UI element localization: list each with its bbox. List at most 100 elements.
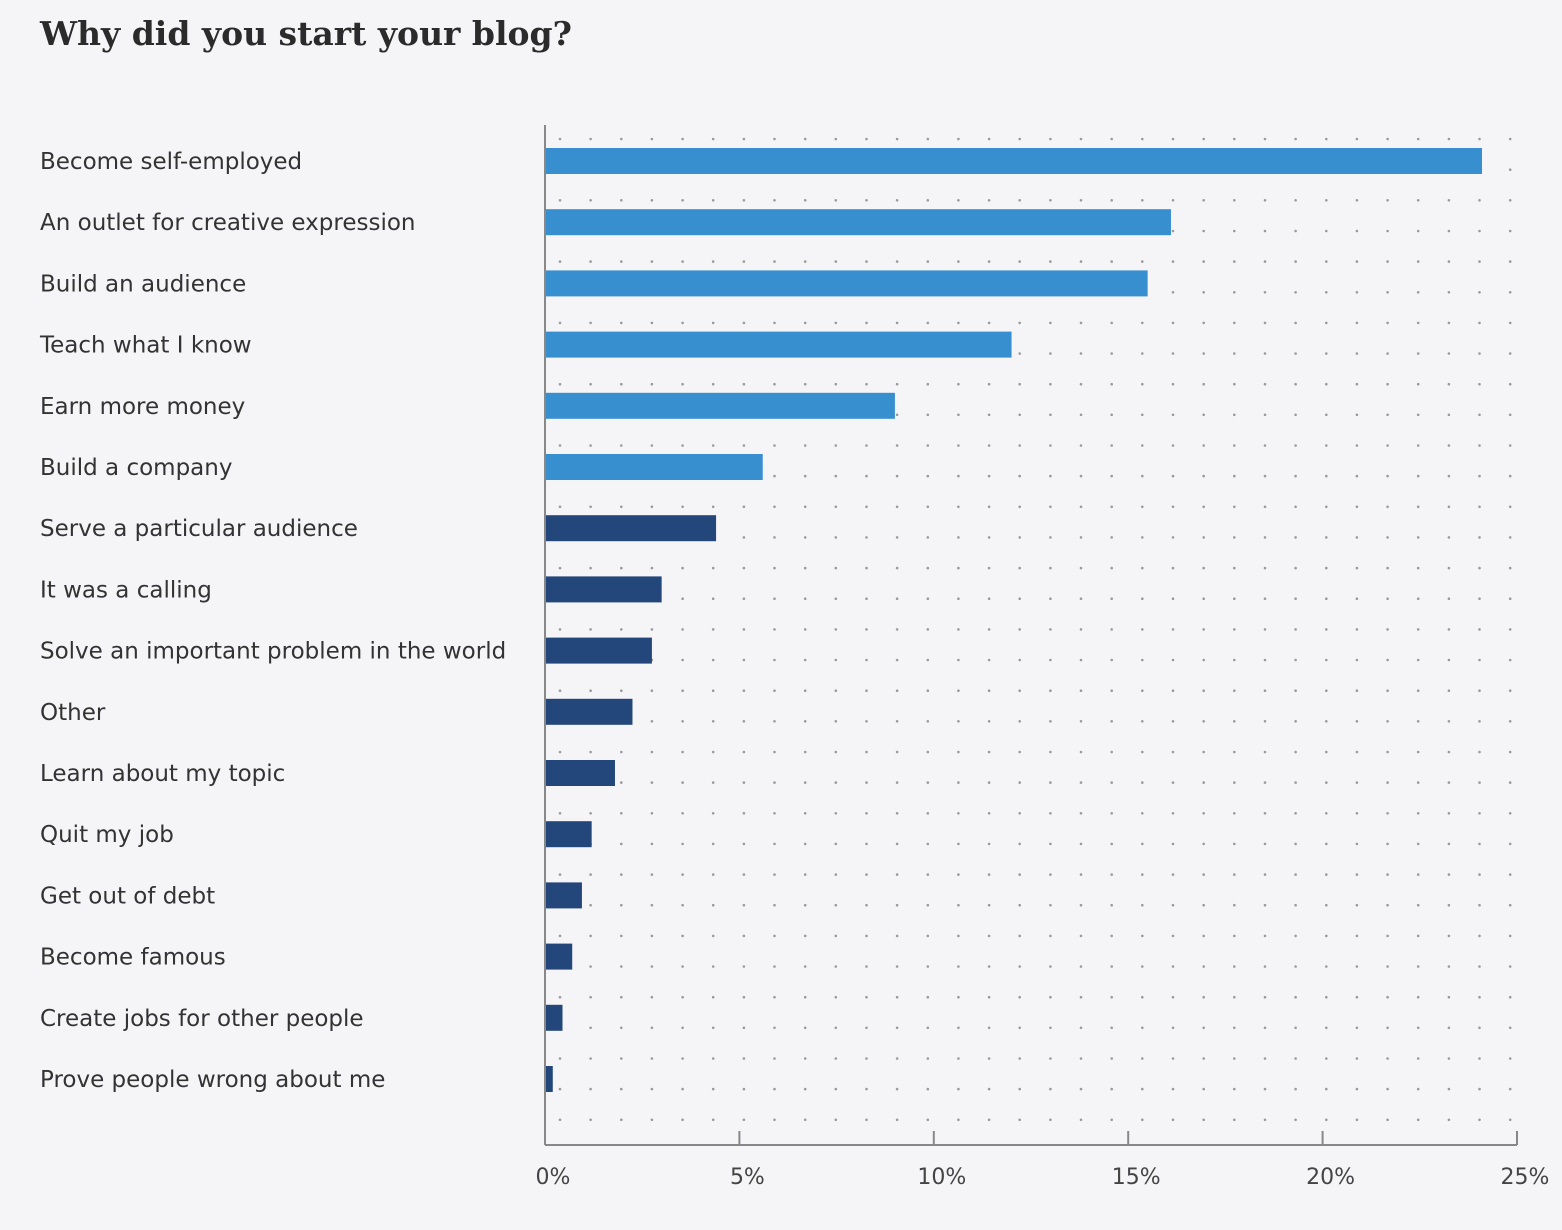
grid-dot — [895, 597, 899, 600]
grid-dot — [1478, 413, 1481, 417]
grid-dot — [1202, 382, 1205, 386]
grid-dot — [834, 750, 838, 754]
grid-dot — [711, 995, 715, 999]
grid-dot — [1355, 536, 1359, 539]
grid-dot — [1508, 260, 1512, 263]
grid-dot — [1141, 505, 1144, 509]
grid-dot — [773, 781, 776, 784]
grid-dot — [1202, 505, 1205, 509]
grid-dot — [926, 720, 930, 723]
grid-dot — [620, 1118, 623, 1122]
grid-dot — [681, 382, 684, 386]
grid-dot — [1508, 291, 1512, 294]
grid-dot — [1018, 689, 1021, 692]
grid-dot — [1233, 812, 1236, 815]
grid-dot — [957, 965, 960, 968]
grid-dot — [1447, 597, 1451, 600]
grid-dot — [558, 995, 562, 999]
grid-dot — [1079, 444, 1083, 447]
grid-dot — [1355, 1118, 1359, 1122]
grid-dot — [865, 137, 868, 141]
grid-dot — [1325, 1118, 1328, 1122]
category-labels: Become self-employed An outlet for creati… — [39, 149, 506, 1093]
grid-dot — [558, 812, 562, 815]
grid-dot — [620, 873, 623, 876]
grid-dot — [589, 1057, 592, 1060]
grid-dot — [773, 505, 776, 509]
grid-dot — [1079, 566, 1083, 570]
grid-dot — [681, 812, 684, 815]
grid-dot — [834, 474, 838, 478]
grid-dot — [865, 597, 868, 600]
grid-dot — [957, 934, 960, 938]
grid-dot — [1478, 873, 1481, 876]
grid-dot — [926, 842, 930, 846]
grid-dot — [1263, 291, 1267, 294]
grid-dot — [711, 720, 715, 723]
grid-dot — [650, 137, 654, 141]
grid-dot — [1416, 229, 1420, 233]
grid-dot — [1294, 444, 1297, 447]
grid-dot — [1325, 444, 1328, 447]
grid-dot — [987, 474, 991, 478]
grid-dot — [1171, 995, 1175, 999]
x-tick-label: 5% — [730, 1165, 765, 1190]
grid-dot — [742, 995, 746, 999]
grid-dot — [1110, 903, 1113, 907]
bar — [545, 882, 582, 909]
grid-dot — [1508, 720, 1512, 723]
grid-dot — [620, 628, 623, 631]
grid-dot — [1141, 934, 1144, 938]
grid-dot — [1171, 965, 1175, 968]
x-tick-label: 10% — [917, 1165, 966, 1190]
grid-dot — [773, 995, 776, 999]
grid-dot — [1079, 1118, 1083, 1122]
grid-dot — [1355, 903, 1359, 907]
grid-dot — [1079, 658, 1083, 662]
grid-dot — [1416, 903, 1420, 907]
grid-dot — [1508, 1057, 1512, 1060]
grid-dot — [1233, 658, 1236, 662]
grid-dot — [589, 934, 592, 938]
grid-dot — [957, 505, 960, 509]
grid-dot — [1202, 658, 1205, 662]
grid-dot — [1233, 965, 1236, 968]
grid-dot — [1110, 1087, 1113, 1091]
grid-dot — [987, 536, 991, 539]
grid-dot — [589, 995, 592, 999]
grid-dot — [1447, 1057, 1451, 1060]
category-label: Create jobs for other people — [40, 1006, 364, 1032]
grid-dot — [1171, 137, 1175, 141]
category-label: Build a company — [40, 455, 232, 481]
grid-dot — [773, 321, 776, 325]
grid-dot — [1202, 689, 1205, 692]
grid-dot — [620, 199, 623, 202]
grid-dot — [711, 137, 715, 141]
grid-dot — [650, 382, 654, 386]
grid-dot — [1355, 566, 1359, 570]
grid-dot — [1447, 1026, 1451, 1030]
grid-dot — [742, 536, 746, 539]
grid-dot — [1386, 382, 1389, 386]
grid-dot — [620, 505, 623, 509]
grid-dot — [1049, 474, 1052, 478]
grid-dot — [742, 1057, 746, 1060]
grid-dot — [1355, 474, 1359, 478]
grid-dot — [1294, 750, 1297, 754]
grid-dot — [1386, 1026, 1389, 1030]
grid-dot — [1447, 750, 1451, 754]
grid-dot — [1141, 137, 1144, 141]
grid-dot — [1294, 291, 1297, 294]
grid-dot — [1355, 720, 1359, 723]
grid-dot — [1049, 352, 1052, 355]
grid-dot — [865, 566, 868, 570]
grid-dot — [589, 628, 592, 631]
grid-dot — [957, 474, 960, 478]
grid-dot — [711, 873, 715, 876]
grid-dot — [1447, 566, 1451, 570]
grid-dot — [987, 260, 991, 263]
grid-dot — [1141, 1087, 1144, 1091]
grid-dot — [1263, 812, 1267, 815]
grid-dot — [1141, 1057, 1144, 1060]
grid-dot — [1478, 137, 1481, 141]
